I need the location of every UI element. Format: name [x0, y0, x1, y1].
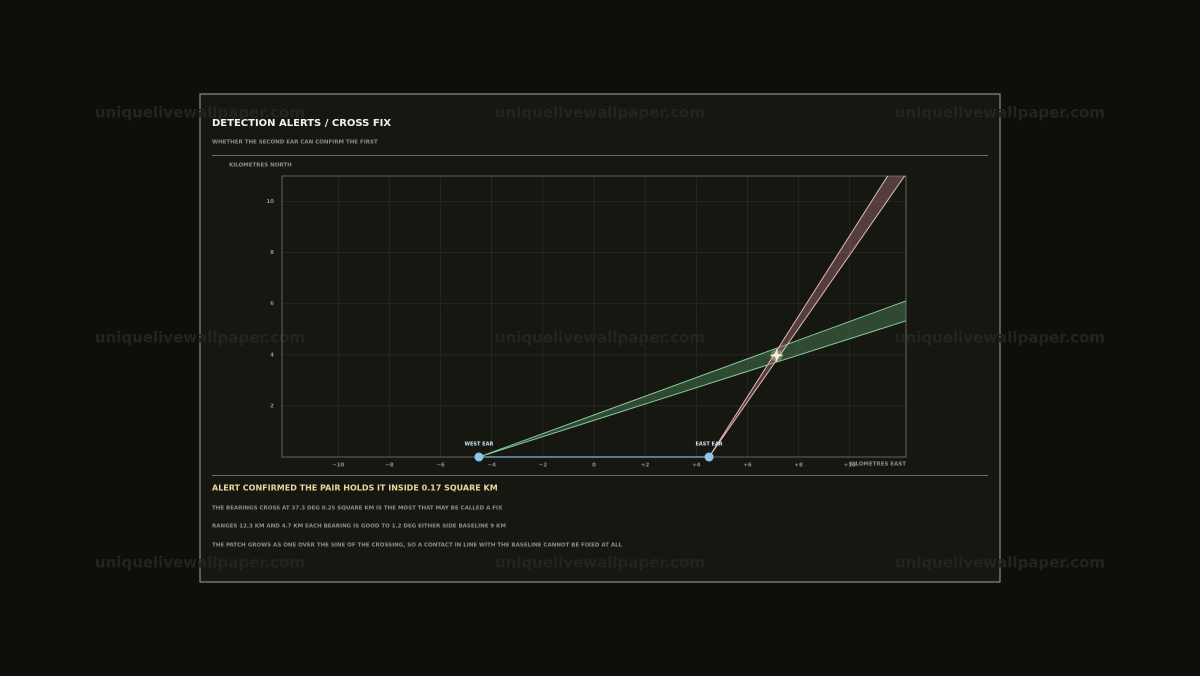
x-tick-label: −2	[539, 463, 548, 469]
x-tick-label: −6	[436, 463, 445, 469]
x-tick-label: −4	[487, 463, 496, 469]
x-tick-label: +4	[692, 463, 701, 469]
y-tick-label: 4	[270, 352, 274, 358]
subtitle: WHETHER THE SECOND EAR CAN CONFIRM THE F…	[212, 140, 378, 146]
note: THE BEARINGS CROSS AT 37.3 DEG 0.25 SQUA…	[212, 506, 503, 512]
station-label: EAST EAR	[695, 442, 722, 448]
note: THE PATCH GROWS AS ONE OVER THE SINE OF …	[212, 543, 623, 549]
watermark: uniquelivewallpaper.com	[495, 554, 705, 572]
watermark: uniquelivewallpaper.com	[95, 554, 305, 572]
x-tick-label: +8	[794, 463, 803, 469]
y-tick-label: 6	[270, 301, 274, 307]
watermark: uniquelivewallpaper.com	[95, 104, 305, 122]
x-tick-label: +10	[844, 463, 856, 469]
y-tick-label: 2	[270, 403, 274, 409]
station	[474, 452, 484, 462]
watermark: uniquelivewallpaper.com	[895, 554, 1105, 572]
panel	[199, 93, 1001, 583]
fix-marker	[769, 348, 784, 363]
watermark: uniquelivewallpaper.com	[95, 329, 305, 347]
bearing-wedge	[708, 176, 906, 457]
watermark: uniquelivewallpaper.com	[895, 104, 1105, 122]
station-label: WEST EAR	[465, 442, 494, 448]
y-tick-label: 8	[270, 250, 274, 256]
bearing-wedge	[478, 300, 906, 457]
x-tick-label: +2	[641, 463, 650, 469]
y-axis-label: KILOMETRES NORTH	[229, 163, 292, 169]
x-tick-label: −10	[332, 463, 344, 469]
watermark: uniquelivewallpaper.com	[895, 329, 1105, 347]
x-tick-label: −8	[385, 463, 394, 469]
x-tick-label: 0	[592, 463, 596, 469]
chart-title: DETECTION ALERTS / CROSS FIX	[212, 118, 391, 129]
watermark: uniquelivewallpaper.com	[495, 329, 705, 347]
watermark: uniquelivewallpaper.com	[495, 104, 705, 122]
station	[704, 452, 714, 462]
bearings	[478, 176, 906, 457]
x-axis-label: KILOMETRES EAST	[849, 462, 906, 468]
x-tick-label: +6	[743, 463, 752, 469]
note: RANGES 12.3 KM AND 4.7 KM EACH BEARING I…	[212, 524, 506, 530]
y-tick-label: 10	[266, 199, 274, 205]
alert: ALERT CONFIRMED THE PAIR HOLDS IT INSIDE…	[212, 484, 498, 493]
